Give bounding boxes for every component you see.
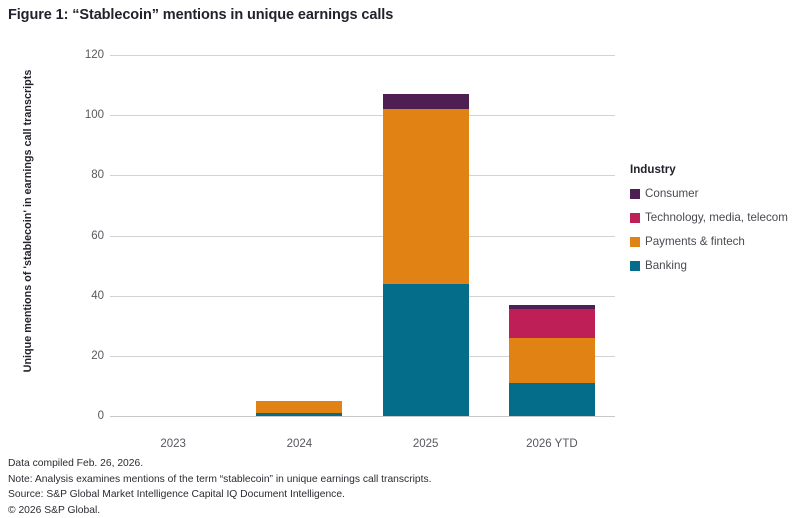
x-axis-tick-label: 2023 xyxy=(160,438,186,450)
gridline xyxy=(110,295,615,297)
y-axis-tick-label: 80 xyxy=(91,169,104,182)
legend-item-label: Technology, media, telecom xyxy=(645,211,788,224)
x-axis-tick-label: 2024 xyxy=(286,438,313,450)
legend-title: Industry xyxy=(630,163,676,176)
legend-item[interactable]: Consumer xyxy=(630,187,798,200)
footnote-line: Data compiled Feb. 26, 2026. xyxy=(8,458,144,469)
bar-segment[interactable] xyxy=(508,382,595,416)
legend-item-label: Payments & fintech xyxy=(645,235,745,248)
y-axis-title: Unique mentions of 'stablecoin' in earni… xyxy=(22,69,34,373)
gridline xyxy=(110,175,615,177)
legend-item[interactable]: Technology, media, telecom xyxy=(630,211,798,224)
y-axis-tick-label: 100 xyxy=(84,109,104,122)
x-axis-tick-label: 2026 YTD xyxy=(526,438,578,450)
bar-segment[interactable] xyxy=(508,337,595,383)
gridline xyxy=(110,355,615,357)
bar-segment[interactable] xyxy=(382,109,469,284)
legend-swatch-icon xyxy=(630,236,640,247)
bar-segment[interactable] xyxy=(508,304,595,310)
bar-segment[interactable] xyxy=(382,283,469,416)
y-axis-tick-label: 60 xyxy=(91,229,104,242)
bar-segment[interactable] xyxy=(382,94,469,110)
legend-swatch-icon xyxy=(630,260,640,271)
chart-container: Unique mentions of 'stablecoin' in earni… xyxy=(0,40,630,450)
footnotes: Data compiled Feb. 26, 2026. Note: Analys… xyxy=(8,456,608,518)
gridline xyxy=(110,235,615,237)
bar-segment[interactable] xyxy=(508,309,595,338)
legend-item[interactable]: Banking xyxy=(630,259,798,272)
footnote-line: Source: S&P Global Market Intelligence C… xyxy=(8,489,345,500)
footnote-line: © 2026 S&P Global. xyxy=(8,504,101,516)
gridline xyxy=(110,416,615,417)
legend-item-label: Consumer xyxy=(645,187,699,200)
bar-segment[interactable] xyxy=(256,400,343,413)
y-axis-tick-label: 120 xyxy=(84,49,104,61)
legend-item[interactable]: Payments & fintech xyxy=(630,235,798,248)
x-axis-tick-label: 2025 xyxy=(412,438,439,450)
page-title: Figure 1: “Stablecoin” mentions in uniqu… xyxy=(8,7,394,23)
legend-items: Consumer Technology, media, telecom Paymen… xyxy=(630,187,798,272)
y-axis-tick-labels: 0 20 40 60 80 100 120 xyxy=(58,49,104,422)
legend-swatch-icon xyxy=(630,188,640,199)
legend-swatch-icon xyxy=(630,212,640,223)
legend-item-label: Banking xyxy=(645,259,687,272)
gridline xyxy=(110,115,615,117)
footnote-line: Note: Analysis examines mentions of the … xyxy=(8,473,432,485)
bar-segment[interactable] xyxy=(256,413,343,416)
plot-area: 2023 2024 2025 2026 YTD xyxy=(110,55,615,450)
y-axis-tick-label: 40 xyxy=(91,289,104,302)
legend: Industry Consumer Technology, media, tele… xyxy=(630,163,798,283)
gridline xyxy=(110,55,615,56)
y-axis-tick-label: 20 xyxy=(91,349,104,362)
y-axis-tick-label: 0 xyxy=(97,410,104,422)
